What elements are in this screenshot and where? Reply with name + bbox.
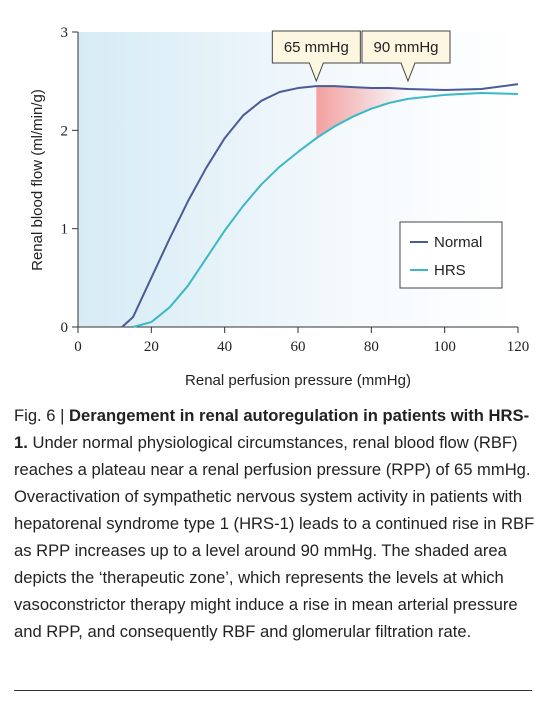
x-tick-label: 0 — [74, 339, 82, 355]
x-tick-label: 40 — [217, 339, 232, 355]
callout-label: 90 mmHg — [373, 39, 438, 56]
callout — [361, 30, 451, 83]
caption-text: Under normal physiological circumstances… — [14, 433, 535, 641]
caption: Fig. 6 | Derangement in renal autoregula… — [14, 402, 536, 645]
callout — [271, 30, 361, 83]
y-tick-label: 0 — [61, 320, 69, 336]
x-tick-label: 80 — [364, 339, 379, 355]
caption-label: Fig. 6 | — [14, 406, 65, 425]
chart: Renal blood flow (ml/min/g) Renal perfus… — [29, 25, 530, 389]
legend-label: Normal — [434, 234, 482, 251]
x-tick-label: 60 — [291, 339, 306, 355]
x-tick-label: 120 — [507, 339, 530, 355]
caption-title: Derangement in renal autoregulation in p… — [14, 406, 530, 452]
x-tick-label: 100 — [433, 339, 456, 355]
x-axis-label: Renal perfusion pressure (mmHg) — [185, 372, 411, 389]
y-tick-label: 3 — [61, 25, 69, 41]
y-tick-label: 1 — [61, 222, 69, 238]
legend-box — [399, 221, 503, 289]
line-1 — [132, 91, 519, 328]
callout-label: 65 mmHg — [284, 39, 349, 56]
y-axis-label: Renal blood flow (ml/min/g) — [29, 89, 46, 271]
y-tick-label: 2 — [61, 123, 69, 139]
legend-label: HRS — [434, 262, 466, 279]
rule — [14, 690, 532, 691]
x-tick-label: 20 — [144, 339, 159, 355]
line-0 — [121, 83, 519, 328]
